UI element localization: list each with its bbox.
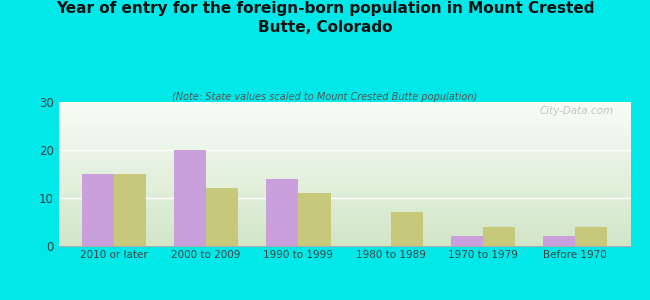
Bar (81, 174, 114, 246)
Legend: Mount Crested Butte, Colorado: Mount Crested Butte, Colorado (222, 295, 467, 300)
Bar (298, 193, 331, 246)
Bar (450, 236, 483, 246)
Bar (206, 188, 239, 246)
Bar (483, 227, 515, 246)
Bar (575, 227, 608, 246)
Bar (174, 150, 206, 246)
Text: City-Data.com: City-Data.com (540, 106, 614, 116)
Text: Year of entry for the foreign-born population in Mount Crested
Butte, Colorado: Year of entry for the foreign-born popul… (56, 2, 594, 35)
Bar (391, 212, 423, 246)
Bar (543, 236, 575, 246)
Bar (266, 179, 298, 246)
Text: (Note: State values scaled to Mount Crested Butte population): (Note: State values scaled to Mount Cres… (172, 92, 478, 101)
Bar (114, 174, 146, 246)
